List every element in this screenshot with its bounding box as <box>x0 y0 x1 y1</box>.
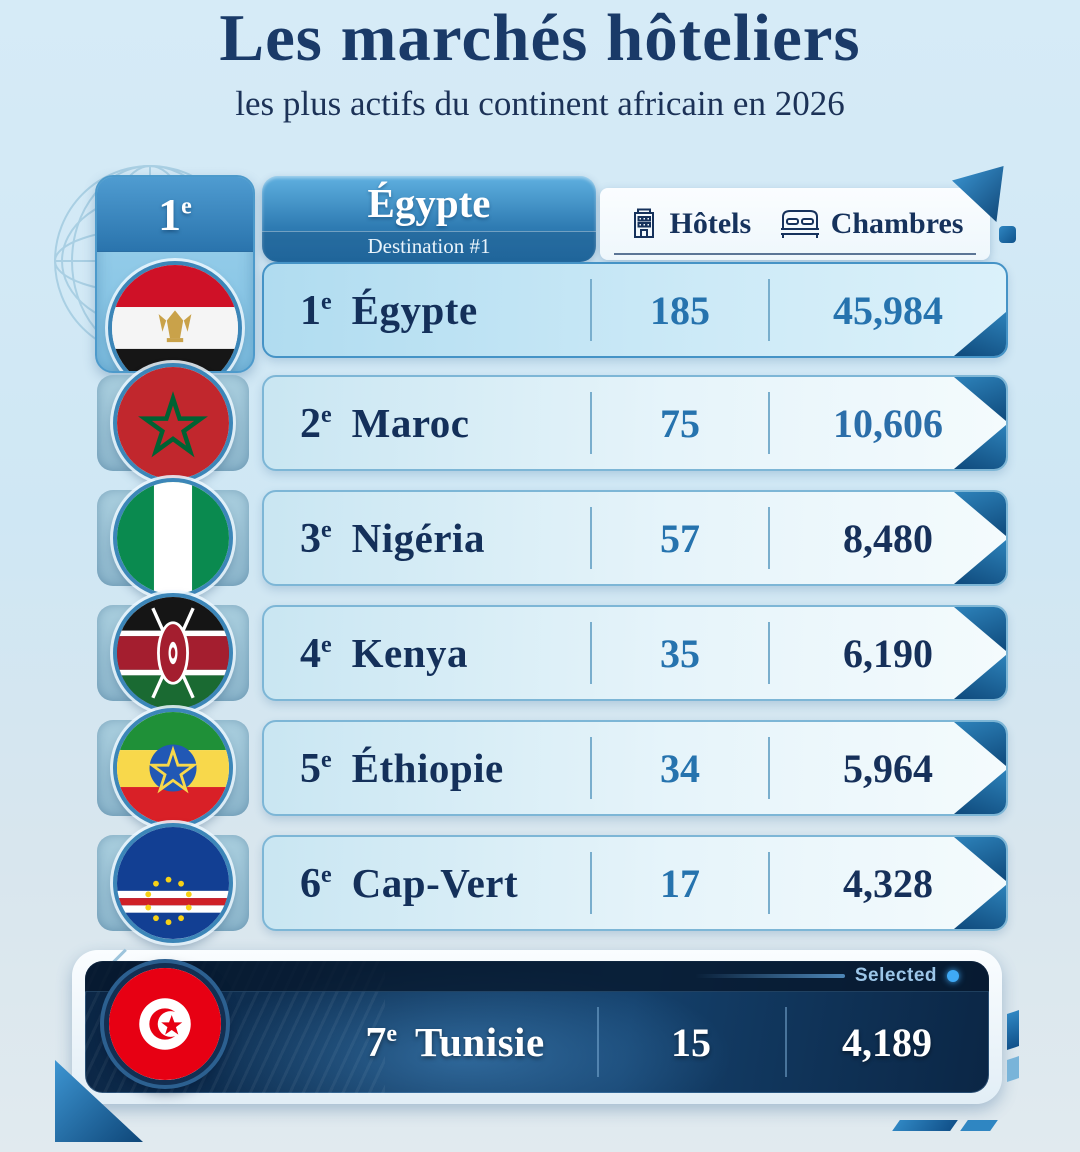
selected-badge: Selected <box>854 965 937 986</box>
flag-badge <box>97 823 249 943</box>
column-divider <box>768 279 770 341</box>
country-name: Maroc <box>351 399 470 446</box>
flag-badge <box>97 593 249 713</box>
destination-label: Destination #1 <box>262 231 596 262</box>
country-name: Cap-Vert <box>351 859 519 906</box>
destination-name: Égypte <box>367 180 491 226</box>
country-row-egypte[interactable]: 1e Égypte 185 45,984 <box>262 262 1008 358</box>
country-name: Nigéria <box>351 514 485 561</box>
hotels-value: 34 <box>660 745 700 791</box>
chambres-value: 8,480 <box>843 515 933 561</box>
column-divider <box>768 507 770 569</box>
country-row-card[interactable]: 6e Cap-Vert 17 4,328 <box>262 835 1008 931</box>
country-row: 3e Nigéria 57 8,480 <box>0 478 1080 598</box>
side-accent-bar <box>1007 1010 1019 1050</box>
country-name: Tunisie <box>415 1018 545 1065</box>
hotels-value: 15 <box>671 1019 711 1065</box>
country-row: 5e Éthiopie 34 5,964 <box>0 708 1080 828</box>
flag-badge <box>97 363 249 483</box>
chambres-value: 10,606 <box>833 400 943 446</box>
column-header-hotels: Hôtels <box>627 207 752 241</box>
top-rank-label: 1e <box>97 177 253 252</box>
rank-label: 6e <box>300 860 332 907</box>
country-name: Kenya <box>351 629 469 676</box>
chambres-value: 5,964 <box>843 745 933 791</box>
column-divider <box>768 622 770 684</box>
column-label-hotels: Hôtels <box>669 207 752 240</box>
column-divider <box>768 737 770 799</box>
country-name: Éthiopie <box>351 744 504 791</box>
hotels-value: 17 <box>660 860 700 906</box>
column-divider <box>590 852 592 914</box>
column-headers: Hôtels Chambres <box>600 188 990 260</box>
column-divider <box>590 737 592 799</box>
hotel-building-icon <box>633 208 654 238</box>
selected-indicator-line <box>694 974 845 978</box>
flag-badge <box>97 478 249 598</box>
country-row: 6e Cap-Vert 17 4,328 <box>0 823 1080 943</box>
hotels-value: 75 <box>660 400 700 446</box>
country-row-card[interactable]: 4e Kenya 35 6,190 <box>262 605 1008 701</box>
country-row: 4e Kenya 35 6,190 <box>0 593 1080 713</box>
rank-label: 3e <box>300 515 332 562</box>
chambres-value: 45,984 <box>833 287 943 333</box>
column-divider <box>785 1007 787 1077</box>
country-row-card[interactable]: 3e Nigéria 57 8,480 <box>262 490 1008 586</box>
header-underline <box>614 253 976 255</box>
square-accent-decoration <box>999 226 1016 243</box>
country-row-card[interactable]: 2e Maroc 75 10,606 <box>262 375 1008 471</box>
hotels-value: 185 <box>650 287 710 333</box>
chambres-value: 6,190 <box>843 630 933 676</box>
country-flag-icon <box>113 593 233 713</box>
country-rows-list: 2e Maroc 75 10,606 3e Nigéria 57 <box>0 363 1080 950</box>
column-divider <box>590 507 592 569</box>
side-accent-bar <box>1007 1056 1019 1082</box>
rank-label: 2e <box>300 400 332 447</box>
column-divider <box>768 852 770 914</box>
column-divider <box>590 622 592 684</box>
country-row: 1e Égypte 185 45,984 <box>0 262 1080 358</box>
column-divider <box>597 1007 599 1077</box>
bottom-accent-dash <box>960 1120 998 1131</box>
country-flag-icon <box>113 823 233 943</box>
selected-indicator-dot <box>947 970 959 982</box>
flag-badge <box>97 708 249 828</box>
chambres-value: 4,328 <box>843 860 933 906</box>
country-flag-icon <box>113 363 233 483</box>
rank-label: 1e <box>300 287 332 334</box>
column-divider <box>590 392 592 454</box>
country-flag-icon <box>113 478 233 598</box>
selected-row-frame: Selected 7e Tunisie 15 4,189 <box>72 948 1002 1104</box>
hotels-value: 57 <box>660 515 700 561</box>
column-divider <box>590 279 592 341</box>
hotels-value: 35 <box>660 630 700 676</box>
country-name: Égypte <box>351 286 478 333</box>
chambres-value: 4,189 <box>842 1019 932 1065</box>
bed-icon <box>780 210 819 238</box>
country-row: 2e Maroc 75 10,606 <box>0 363 1080 483</box>
selected-topbar: Selected <box>85 961 989 992</box>
rank-label: 4e <box>300 630 332 677</box>
country-flag-icon <box>113 708 233 828</box>
page-subtitle: les plus actifs du continent africain en… <box>235 84 845 123</box>
destination-tab: Égypte Destination #1 <box>262 176 596 262</box>
bottom-accent-dash <box>892 1120 958 1131</box>
page-title: Les marchés hôteliers <box>219 1 861 75</box>
column-divider <box>768 392 770 454</box>
rank-label: 7e <box>365 1019 398 1066</box>
country-row-card[interactable]: 5e Éthiopie 34 5,964 <box>262 720 1008 816</box>
rank-label: 5e <box>300 745 332 792</box>
column-label-chambres: Chambres <box>830 207 964 240</box>
tunisia-flag-icon <box>104 963 226 1085</box>
column-header-chambres: Chambres <box>778 207 964 241</box>
